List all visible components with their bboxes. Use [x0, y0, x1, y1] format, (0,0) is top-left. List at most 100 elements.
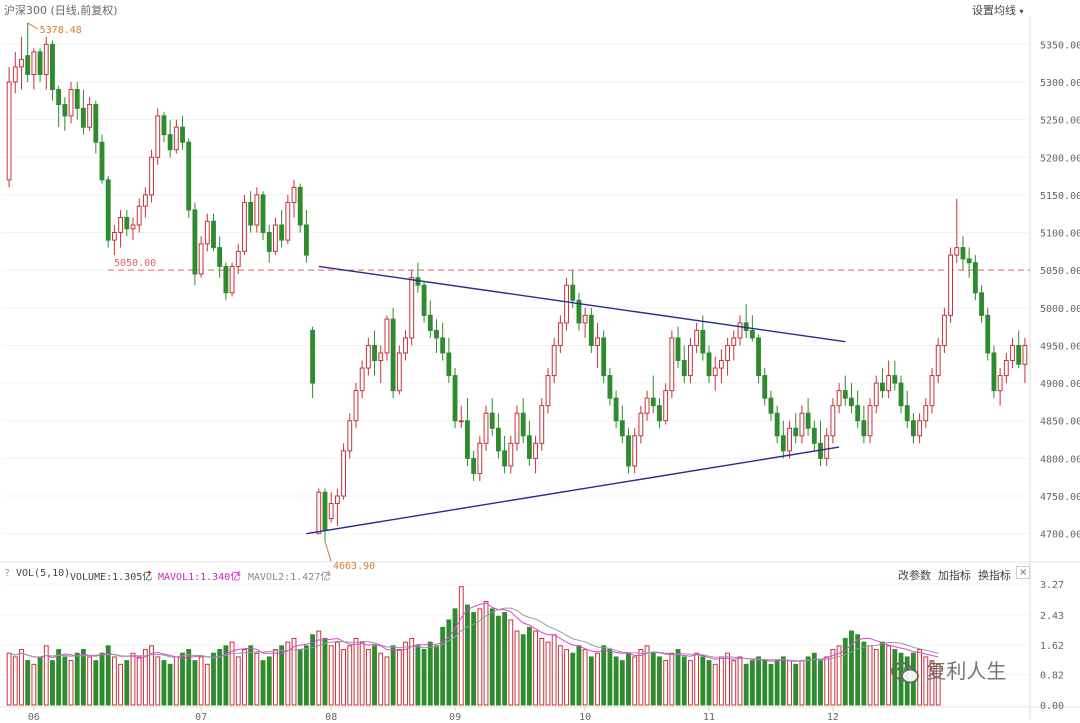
candle-body: [223, 265, 229, 294]
candle-body: [979, 292, 984, 316]
candle-body: [929, 375, 935, 407]
volume-bar: [74, 652, 80, 706]
chart-title: 沪深300 (日线,前复权): [4, 4, 118, 17]
volume-bar: [130, 652, 136, 706]
candle-body: [898, 382, 904, 407]
candle-body: [12, 66, 18, 83]
volume-bar: [489, 608, 495, 706]
candle-body: [954, 247, 960, 256]
candle-body: [334, 495, 340, 505]
volume-bar: [291, 637, 297, 706]
reference-label: 5050.00: [114, 258, 156, 269]
candle-body: [105, 179, 111, 241]
help-icon[interactable]: ?: [4, 568, 11, 579]
chevron-down-icon: ▾: [1019, 7, 1024, 16]
volume-bar: [396, 649, 402, 706]
volume-bar: [526, 626, 532, 706]
candle-body: [502, 450, 508, 467]
volume-bar: [774, 660, 780, 706]
candle-body: [811, 427, 817, 444]
volume-bar: [353, 637, 359, 706]
candle-body: [347, 420, 353, 452]
price-tick-label: 5350.00: [1040, 40, 1080, 51]
volume-bar: [415, 645, 421, 706]
candle-body: [99, 141, 105, 181]
candle-body: [533, 442, 539, 459]
switch-indicator-button[interactable]: 换指标: [978, 569, 1011, 582]
mavol2-value: MAVOL2:1.427亿: [248, 572, 331, 583]
candle-body: [694, 329, 700, 346]
volume-bar: [378, 652, 384, 706]
candle-body: [749, 329, 755, 339]
volume-bar: [359, 641, 365, 706]
candle-body: [310, 329, 316, 384]
volume-tick-label: 3.27: [1040, 580, 1064, 591]
candle-body: [68, 89, 74, 117]
candle-body: [378, 352, 384, 362]
candle-body: [56, 89, 62, 106]
candle-body: [136, 205, 142, 226]
volume-bar: [242, 649, 247, 706]
volume-bar: [818, 660, 823, 706]
volume-bar: [929, 660, 935, 706]
volume-bar: [799, 660, 805, 706]
candle-body: [446, 352, 452, 377]
candle-body: [780, 435, 786, 452]
volume-bar: [99, 652, 105, 706]
price-tick-label: 4750.00: [1040, 492, 1080, 503]
candle-body: [706, 352, 712, 377]
volume-bar: [273, 649, 278, 706]
add-indicator-button[interactable]: 加指标: [938, 569, 971, 582]
candle-body: [266, 232, 272, 252]
volume-bar: [873, 649, 879, 706]
candle-body: [985, 314, 991, 354]
candle-body: [217, 247, 223, 267]
candle-body: [273, 224, 278, 252]
ma-settings-button[interactable]: 设置均线 ▾: [972, 2, 1024, 18]
volume-bar: [650, 652, 656, 706]
volume-bar: [607, 649, 613, 706]
volume-bar: [322, 637, 328, 706]
candle-body: [619, 420, 625, 437]
candle-body: [861, 420, 867, 437]
mavol2-line: [8, 607, 939, 662]
volume-bar: [669, 652, 675, 706]
volume-indicator-label: VOL(5,10): [16, 568, 71, 579]
candle-body: [712, 367, 718, 377]
candle-body: [124, 216, 130, 230]
candle-body: [681, 360, 687, 377]
candle-body: [471, 457, 477, 474]
volume-bar: [545, 641, 551, 706]
price-tick-label: 4950.00: [1040, 341, 1080, 352]
candle-body: [489, 412, 495, 429]
candle-body: [855, 405, 861, 422]
volume-bar: [502, 612, 508, 706]
candle-body: [626, 435, 631, 467]
candle-body: [242, 201, 247, 252]
volume-bar: [842, 637, 848, 706]
volume-bar: [161, 660, 167, 706]
volume-bar: [811, 652, 817, 706]
candle-body: [886, 375, 892, 392]
candle-body: [452, 375, 458, 422]
candle-body: [155, 115, 161, 158]
close-icon[interactable]: ×: [1016, 566, 1031, 579]
x-tick-label: 07: [195, 712, 207, 723]
volume-bar: [223, 645, 229, 706]
volume-bar: [303, 645, 309, 706]
candle-body: [663, 390, 669, 422]
volume-bar: [780, 656, 786, 706]
candle-body: [37, 51, 43, 75]
candle-body: [118, 216, 124, 234]
candle-body: [495, 427, 501, 452]
volume-bar: [149, 645, 154, 706]
volume-bar: [297, 649, 303, 706]
volume-bar: [427, 641, 433, 706]
edit-params-button[interactable]: 改参数: [898, 569, 931, 582]
candle-body: [539, 405, 545, 444]
volume-bar: [471, 612, 477, 706]
volume-bar: [465, 604, 470, 706]
candle-body: [923, 405, 929, 422]
candle-body: [1016, 344, 1022, 365]
